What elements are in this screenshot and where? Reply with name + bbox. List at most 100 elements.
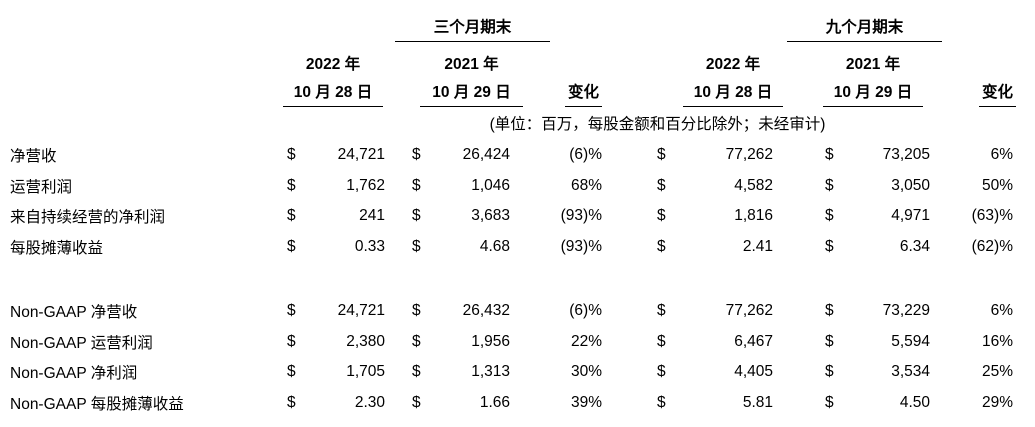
col-header-date-2022-3m: 10 月 28 日 [283, 83, 383, 107]
value-9m-2021: 73,229 [882, 302, 930, 320]
value-9m-2022: 1,816 [734, 207, 773, 225]
change-9m: 25% [981, 363, 1013, 381]
change-9m: 50% [981, 176, 1013, 194]
units-note: (单位：百万，每股金额和百分比除外；未经审计) [489, 116, 826, 133]
change-9m: 6% [990, 302, 1013, 320]
col-header-change-3m: 变化 [565, 83, 602, 107]
table-row: Non-GAAP 净营收 $ 24,721 $ 26,432 (6)% $ 77… [0, 296, 1035, 327]
row-label: Non-GAAP 净营收 [10, 304, 138, 322]
value-3m-2022: 241 [359, 207, 385, 225]
col-header-year-2022-3m: 2022 年 [305, 56, 361, 73]
table-row: 净营收 $ 24,721 $ 26,424 (6)% $ 77,262 $ 73… [0, 140, 1035, 171]
value-9m-2021: 5,594 [891, 332, 930, 350]
value-9m-2022: 4,582 [734, 176, 773, 194]
value-9m-2021: 4.50 [899, 393, 930, 411]
currency-symbol: $ [657, 237, 666, 255]
currency-symbol: $ [657, 332, 666, 350]
currency-symbol: $ [657, 176, 666, 194]
currency-symbol: $ [287, 176, 296, 194]
value-9m-2021: 73,205 [882, 146, 930, 164]
currency-symbol: $ [825, 363, 834, 381]
value-9m-2021: 3,534 [891, 363, 930, 381]
change-9m: (62)% [971, 237, 1013, 255]
currency-symbol: $ [287, 146, 296, 164]
value-3m-2022: 1,705 [346, 363, 385, 381]
row-label: 净营收 [10, 148, 57, 166]
table-body: 净营收 $ 24,721 $ 26,424 (6)% $ 77,262 $ 73… [0, 140, 1035, 418]
currency-symbol: $ [657, 302, 666, 320]
value-3m-2021: 26,432 [462, 302, 510, 320]
value-3m-2022: 24,721 [337, 302, 385, 320]
table-header: 三个月期末 九个月期末 2022 年 2021 年 2022 年 2021 年 … [0, 0, 1035, 140]
table-row: Non-GAAP 运营利润 $ 2,380 $ 1,956 22% $ 6,46… [0, 327, 1035, 358]
currency-symbol: $ [287, 302, 296, 320]
change-3m: 39% [570, 393, 602, 411]
table-row: 来自持续经营的净利润 $ 241 $ 3,683 (93)% $ 1,816 $… [0, 201, 1035, 232]
currency-symbol: $ [287, 393, 296, 411]
currency-symbol: $ [412, 237, 421, 255]
change-3m: (6)% [569, 302, 602, 320]
currency-symbol: $ [412, 176, 421, 194]
value-9m-2022: 77,262 [725, 146, 773, 164]
change-9m: 29% [981, 393, 1013, 411]
currency-symbol: $ [825, 146, 834, 164]
table-row: Non-GAAP 净利润 $ 1,705 $ 1,313 30% $ 4,405… [0, 357, 1035, 388]
change-9m: (63)% [971, 207, 1013, 225]
col-header-year-2021-3m: 2021 年 [444, 56, 499, 73]
value-3m-2022: 24,721 [337, 146, 385, 164]
table-row: 每股摊薄收益 $ 0.33 $ 4.68 (93)% $ 2.41 $ 6.34… [0, 232, 1035, 263]
value-9m-2021: 3,050 [891, 176, 930, 194]
currency-symbol: $ [412, 302, 421, 320]
currency-symbol: $ [657, 393, 666, 411]
table-row: 运营利润 $ 1,762 $ 1,046 68% $ 4,582 $ 3,050… [0, 171, 1035, 202]
value-3m-2021: 4.68 [479, 237, 510, 255]
value-3m-2021: 3,683 [471, 207, 510, 225]
currency-symbol: $ [825, 332, 834, 350]
col-header-year-2021-9m: 2021 年 [845, 56, 901, 73]
row-label: 运营利润 [10, 178, 73, 196]
currency-symbol: $ [657, 146, 666, 164]
currency-symbol: $ [287, 363, 296, 381]
value-9m-2022: 77,262 [725, 302, 773, 320]
currency-symbol: $ [287, 207, 296, 225]
change-3m: (6)% [569, 146, 602, 164]
currency-symbol: $ [657, 363, 666, 381]
currency-symbol: $ [412, 207, 421, 225]
currency-symbol: $ [412, 363, 421, 381]
currency-symbol: $ [825, 302, 834, 320]
col-header-date-2022-9m: 10 月 28 日 [683, 83, 783, 107]
col-header-date-2021-9m: 10 月 29 日 [823, 83, 923, 107]
value-3m-2021: 1,956 [471, 332, 510, 350]
value-9m-2022: 2.41 [742, 237, 773, 255]
value-9m-2022: 6,467 [734, 332, 773, 350]
period-header-three-months: 三个月期末 [395, 18, 550, 42]
currency-symbol: $ [287, 237, 296, 255]
value-3m-2021: 1,313 [471, 363, 510, 381]
row-label: Non-GAAP 每股摊薄收益 [10, 395, 184, 413]
value-3m-2022: 0.33 [354, 237, 385, 255]
value-9m-2021: 6.34 [899, 237, 930, 255]
value-3m-2022: 2.30 [354, 393, 385, 411]
value-3m-2021: 26,424 [462, 146, 510, 164]
change-3m: 22% [570, 332, 602, 350]
row-label: 每股摊薄收益 [10, 239, 104, 257]
change-3m: (93)% [560, 237, 602, 255]
currency-symbol: $ [825, 176, 834, 194]
currency-symbol: $ [657, 207, 666, 225]
value-3m-2021: 1.66 [479, 393, 510, 411]
section-gap [0, 262, 1035, 296]
change-3m: 30% [570, 363, 602, 381]
change-9m: 6% [990, 146, 1013, 164]
currency-symbol: $ [412, 146, 421, 164]
currency-symbol: $ [825, 237, 834, 255]
currency-symbol: $ [825, 393, 834, 411]
change-3m: 68% [570, 176, 602, 194]
col-header-change-9m: 变化 [979, 83, 1016, 107]
row-label: 来自持续经营的净利润 [10, 209, 166, 227]
value-9m-2022: 5.81 [742, 393, 773, 411]
change-3m: (93)% [560, 207, 602, 225]
currency-symbol: $ [412, 393, 421, 411]
table-row: Non-GAAP 每股摊薄收益 $ 2.30 $ 1.66 39% $ 5.81… [0, 388, 1035, 419]
currency-symbol: $ [412, 332, 421, 350]
value-3m-2021: 1,046 [471, 176, 510, 194]
